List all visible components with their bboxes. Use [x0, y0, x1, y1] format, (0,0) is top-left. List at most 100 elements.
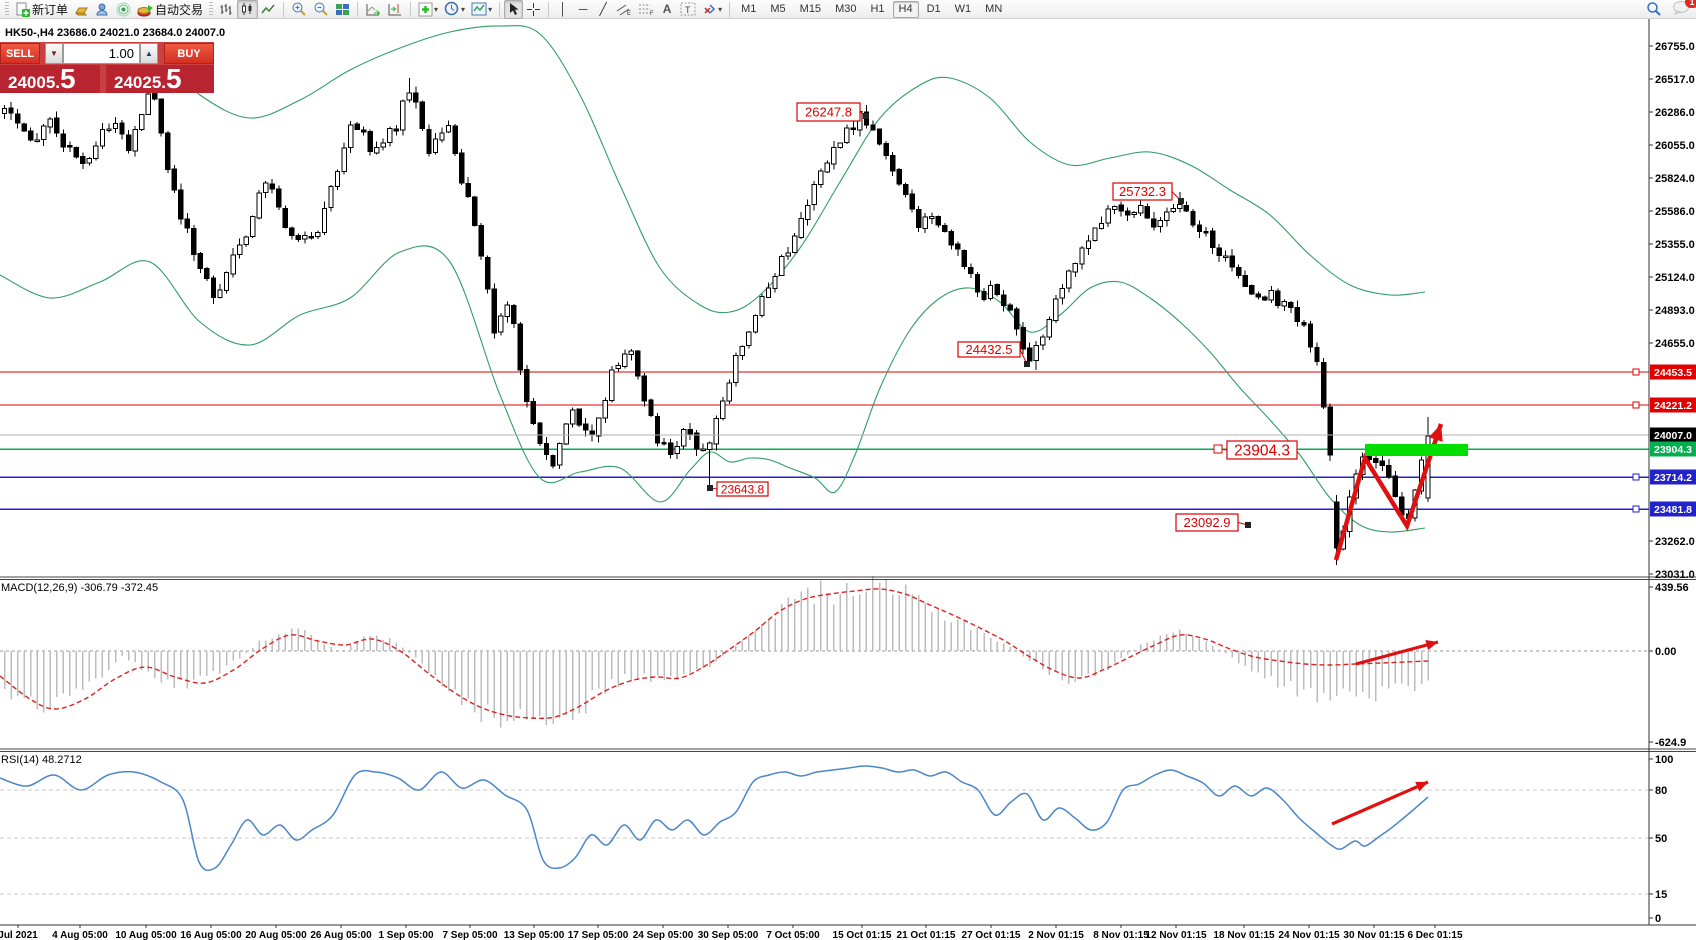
hline-marker[interactable] — [1632, 401, 1640, 409]
notifications-button[interactable]: 1 — [1672, 0, 1696, 18]
time-axis[interactable]: Jul 2021 4 Aug 05:00 10 Aug 05:00 16 Aug 05… — [0, 925, 1463, 940]
volume-increase-button[interactable]: ▲ — [140, 43, 158, 64]
vline-icon: │ — [559, 2, 567, 16]
text-tool-button[interactable]: A — [657, 0, 677, 19]
signal-button[interactable] — [113, 0, 134, 19]
axis-tick-label: 0.00 — [1655, 646, 1676, 658]
trendline-tool-button[interactable]: ╱ — [593, 0, 613, 19]
sell-button[interactable]: SELL — [0, 43, 40, 64]
fibonacci-icon: F — [639, 4, 654, 16]
timeframe-button-H1[interactable]: H1 — [870, 2, 885, 15]
deposit-button[interactable] — [71, 0, 92, 19]
toolbar: 新订单 自动交易 ▾ ▾ ▾ — [0, 0, 1696, 19]
candle-chart-icon — [242, 2, 252, 15]
time-axis-label: 24 Sep 05:00 — [633, 930, 694, 940]
volume-input[interactable] — [63, 43, 140, 64]
hline-marker[interactable] — [1632, 505, 1640, 513]
templates-button[interactable]: ▾ — [468, 0, 495, 19]
axis-tick-label: 25355.0 — [1655, 239, 1695, 251]
symbol-ohlc-readout: HK50-,H4 23686.0 24021.0 23684.0 24007.0 — [5, 27, 226, 39]
new-order-icon — [16, 2, 30, 17]
macd-arrow-annotation[interactable] — [1355, 639, 1439, 666]
volume-decrease-button[interactable]: ▼ — [45, 43, 63, 64]
axis-tick-label: 25124.0 — [1655, 272, 1695, 284]
toolbar-gripper[interactable] — [5, 2, 9, 16]
annotation-box[interactable] — [1226, 440, 1298, 460]
price-axis[interactable]: 26755.0 26517.0 26286.0 26055.0 25824.0 25586… — [1649, 41, 1696, 925]
crosshair-tool-button[interactable] — [523, 0, 544, 19]
rsi-line — [0, 765, 1429, 872]
tile-windows-icon — [336, 3, 350, 15]
price-tag-label: 23904.3 — [1654, 444, 1692, 456]
buy-button[interactable]: BUY — [164, 43, 214, 64]
autotrade-button[interactable]: 自动交易 — [134, 0, 206, 19]
autotrade-label: 自动交易 — [155, 2, 204, 17]
hline-tool-button[interactable]: ─ — [573, 0, 593, 19]
chart-shift-button[interactable] — [384, 0, 406, 19]
bar-chart-button[interactable] — [216, 0, 237, 19]
sell-price-display[interactable]: 24005. 5 — [0, 65, 100, 93]
bollinger-bands — [0, 25, 1426, 533]
macd-panel — [0, 575, 1649, 728]
client-terminal-button[interactable] — [92, 0, 113, 19]
hline-marker[interactable] — [1632, 368, 1640, 376]
annotation-box[interactable] — [957, 341, 1021, 358]
time-axis-label: 7 Oct 05:00 — [766, 930, 820, 940]
annotation-box[interactable] — [796, 102, 861, 122]
toolbar-gripper[interactable] — [209, 2, 214, 16]
buy-price-display[interactable]: 24025. 5 — [106, 65, 214, 93]
new-order-button[interactable]: 新订单 — [12, 0, 71, 19]
crosshair-icon — [527, 2, 541, 16]
macd-indicator-label: MACD(12,26,9) -306.79 -372.45 — [1, 582, 159, 594]
autotrade-icon — [137, 4, 154, 16]
dropdown-caret: ▾ — [461, 4, 466, 14]
price-tag-label: 23714.2 — [1654, 472, 1692, 484]
rsi-arrow-annotation[interactable] — [1331, 780, 1429, 826]
chart-shift-icon — [388, 3, 402, 15]
time-axis-label: 7 Sep 05:00 — [442, 930, 497, 940]
zigzag-arrow-annotation[interactable] — [1333, 423, 1444, 561]
label-tool-button[interactable]: T — [677, 0, 699, 19]
annotation-text: 26247.8 — [805, 105, 852, 120]
zoom-in-icon — [292, 2, 306, 16]
time-axis-label: 2 Nov 01:15 — [1028, 930, 1084, 940]
annotation-box[interactable] — [716, 481, 769, 497]
dropdown-caret: ▾ — [434, 4, 439, 14]
periods-button[interactable]: ▾ — [441, 0, 468, 19]
timeframe-button-M30[interactable]: M30 — [835, 2, 857, 15]
indicators-button[interactable]: ▾ — [415, 0, 441, 19]
chart-canvas[interactable]: 26247.8 25732.3 24432.5 23904.3 23643.8 23092… — [0, 19, 1696, 940]
annotation-box[interactable] — [1112, 182, 1173, 201]
shapes-tool-button[interactable]: ▾ — [699, 0, 725, 19]
annotation-text: 23904.3 — [1234, 443, 1290, 460]
tile-windows-button[interactable] — [332, 0, 353, 19]
price-label-annotations[interactable]: 26247.8 25732.3 24432.5 23904.3 23643.8 23092… — [707, 102, 1298, 532]
timeframe-button-M15[interactable]: M15 — [799, 2, 822, 15]
vline-tool-button[interactable]: │ — [553, 0, 573, 19]
annotation-box[interactable] — [1175, 513, 1239, 532]
cursor-tool-button[interactable] — [504, 0, 524, 19]
timeframe-button-M5[interactable]: M5 — [770, 2, 786, 15]
axis-tick-label: 26517.0 — [1655, 74, 1695, 86]
fibonacci-tool-button[interactable]: F — [635, 0, 657, 19]
time-axis-label: 4 Aug 05:00 — [52, 930, 108, 940]
candle-chart-button[interactable] — [237, 0, 259, 19]
timeframe-button-H4[interactable]: H4 — [892, 0, 919, 18]
line-chart-button[interactable] — [258, 0, 279, 19]
autoscroll-button[interactable] — [362, 0, 384, 19]
bollinger-lower-band — [0, 245, 1426, 533]
zoom-in-button[interactable] — [288, 0, 310, 19]
channel-tool-button[interactable]: E — [613, 0, 635, 19]
timeframe-button-MN[interactable]: MN — [985, 2, 1003, 15]
search-icon[interactable] — [1646, 1, 1662, 17]
zoom-out-button[interactable] — [310, 0, 332, 19]
green-highlight-box[interactable] — [1365, 444, 1468, 456]
macd-signal-line — [0, 588, 1429, 720]
hline-marker[interactable] — [1632, 473, 1640, 481]
timeframe-button-D1[interactable]: D1 — [926, 2, 941, 15]
timeframe-button-W1[interactable]: W1 — [954, 2, 972, 15]
time-axis-label: 24 Nov 01:15 — [1278, 930, 1340, 940]
annotation-text: 24432.5 — [966, 342, 1013, 357]
timeframe-button-M1[interactable]: M1 — [741, 2, 757, 15]
